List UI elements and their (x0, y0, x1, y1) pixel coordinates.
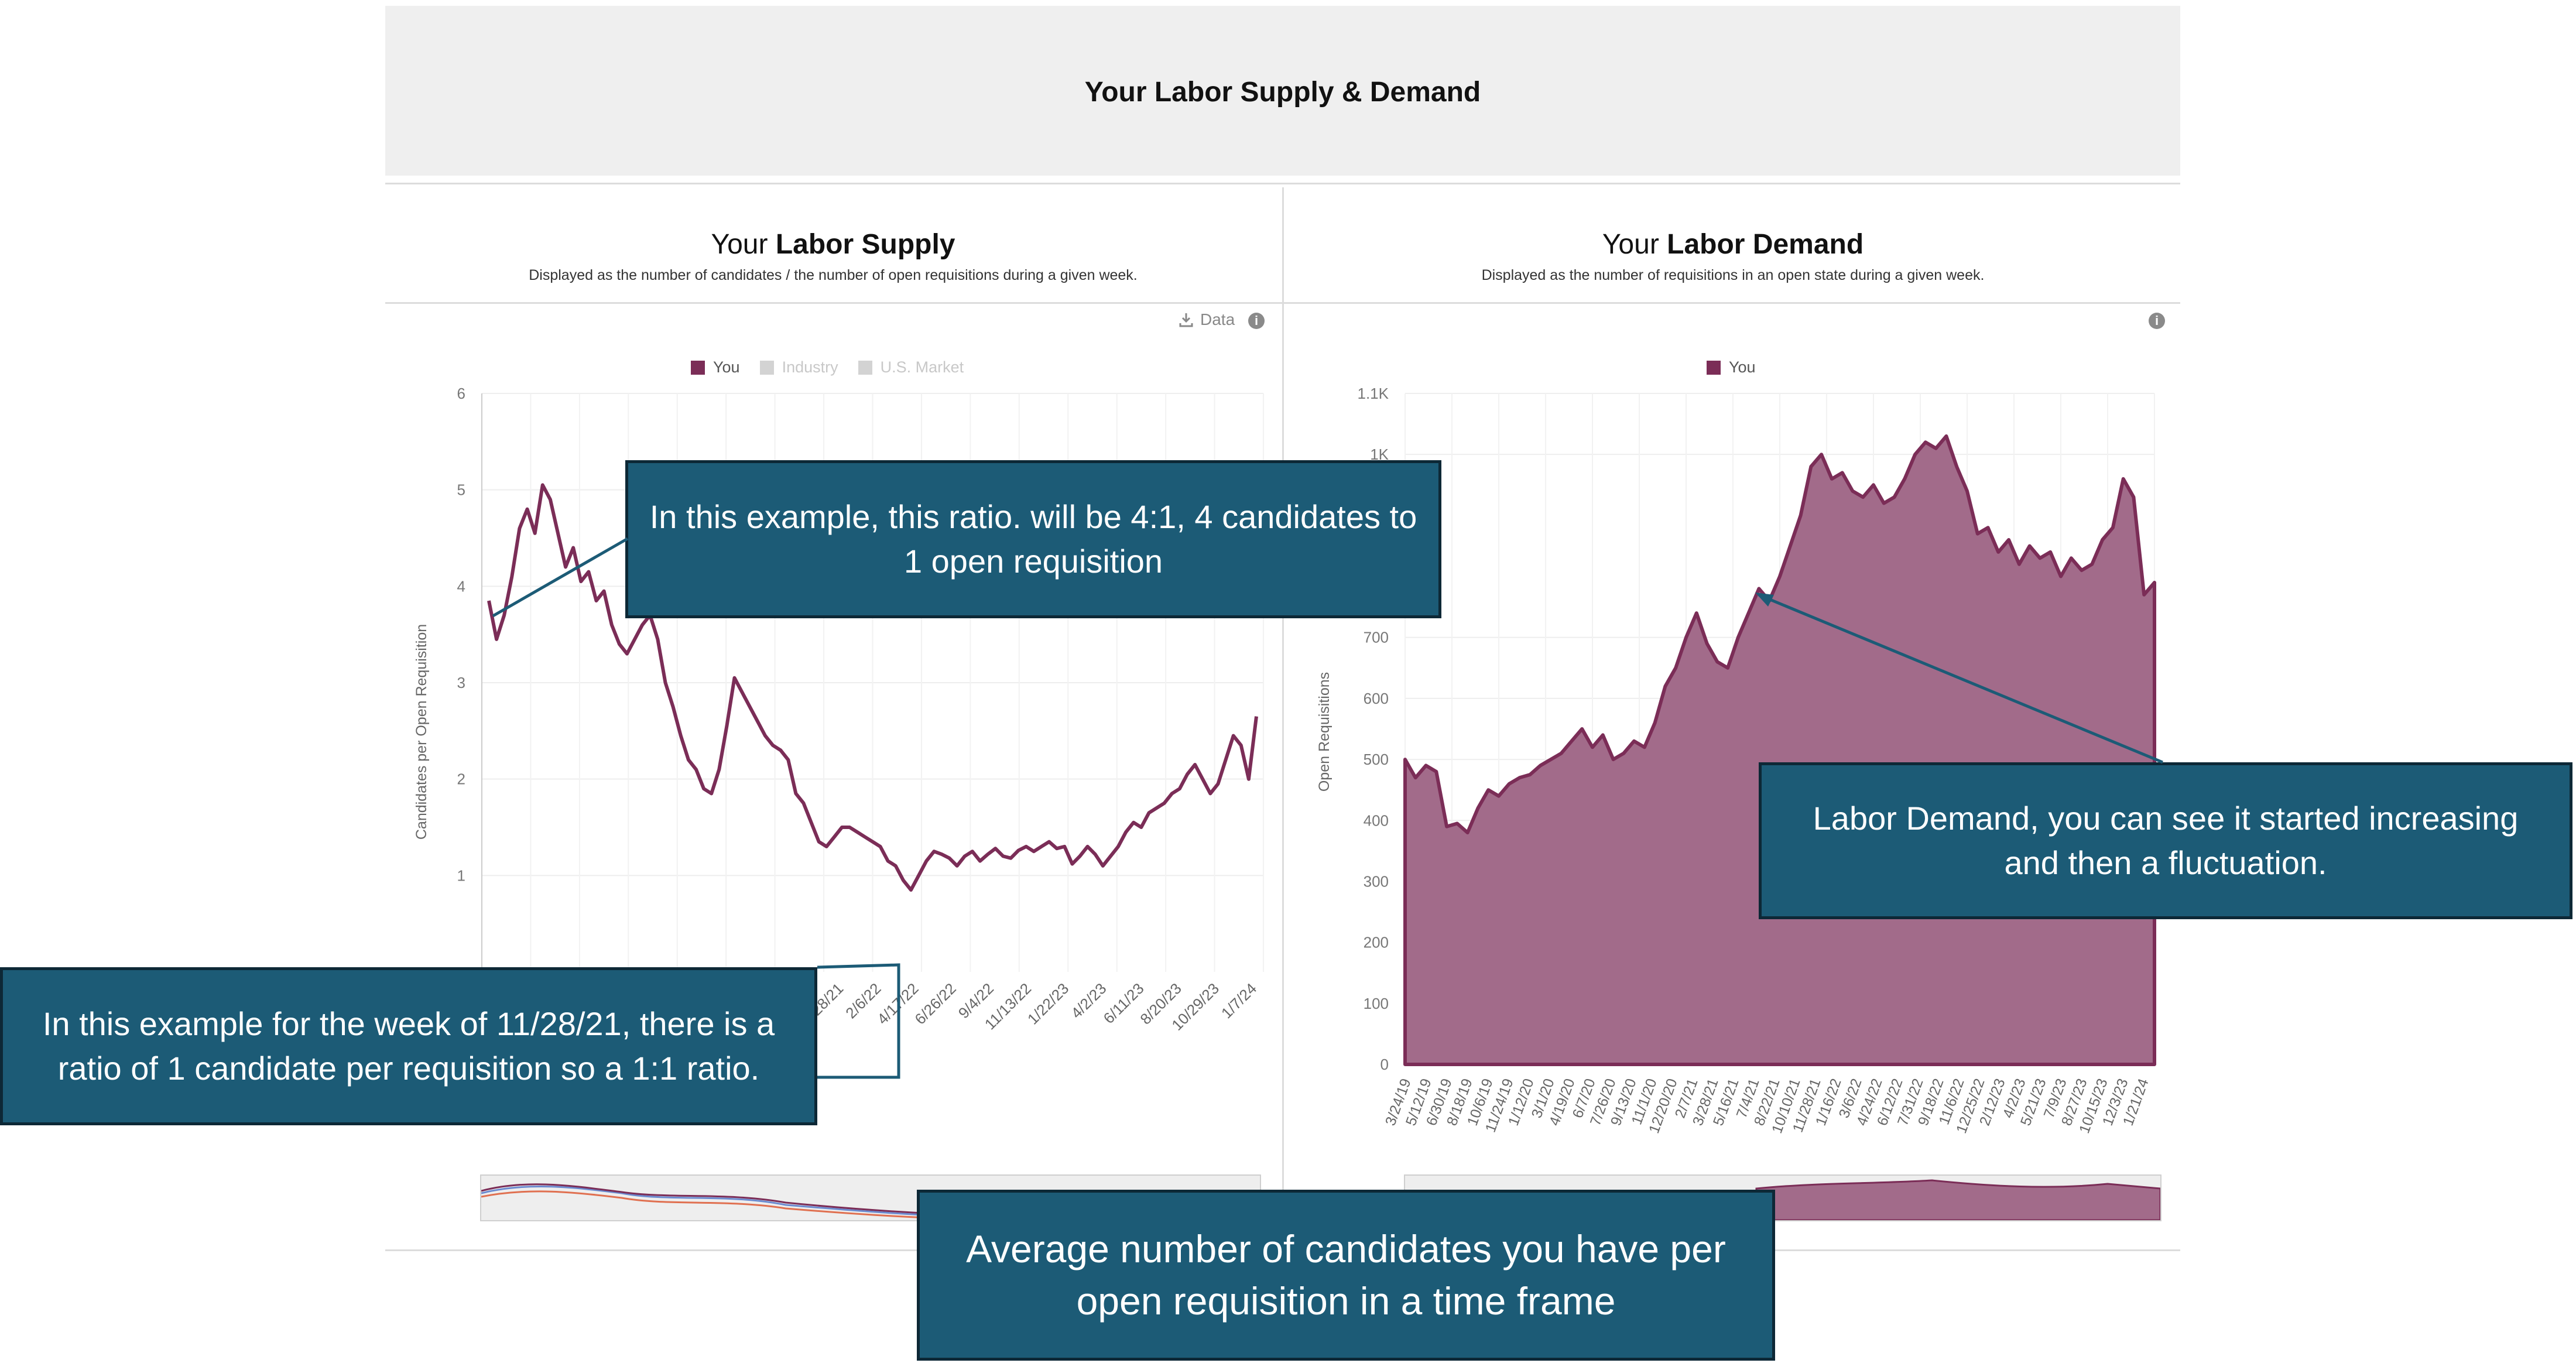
supply-panel-subtitle: Displayed as the number of candidates / … (529, 267, 1138, 283)
header-divider (385, 183, 2180, 184)
data-button-label: Data (1200, 310, 1235, 328)
supply-line-you (487, 483, 1258, 892)
demand-panel-title: Your Labor Demand (1285, 228, 2181, 261)
supply-info-icon[interactable]: i (1248, 313, 1265, 329)
y-tick-label: 300 (1364, 872, 1389, 890)
y-tick-label: 600 (1364, 690, 1389, 707)
supply-navigator-lines (481, 1183, 1009, 1221)
supply-legend: You Industry U.S. Market (691, 358, 964, 376)
callout-demand-note: Labor Demand, you can see it started inc… (1759, 762, 2572, 919)
demand-y-axis-label: Open Requisitions (1316, 672, 1332, 792)
demand-title-bold: Labor Demand (1667, 229, 1864, 260)
y-tick-label: 1.1K (1358, 385, 1389, 402)
leader-demand (1758, 593, 2163, 764)
leader-ratio (492, 537, 629, 618)
legend-industry[interactable]: Industry (782, 358, 838, 376)
supply-y-axis-label: Candidates per Open Requisition (413, 624, 430, 840)
y-tick-label: 1 (457, 867, 465, 884)
legend-you[interactable]: You (1729, 358, 1756, 376)
y-tick-label: 100 (1364, 995, 1389, 1012)
leader-demand-arrowhead (1755, 593, 1774, 607)
y-tick-label: 200 (1364, 934, 1389, 951)
legend-swatch-us-market (858, 360, 872, 375)
callout-average-note: Average number of candidates you have pe… (917, 1190, 1775, 1361)
demand-info-icon[interactable]: i (2149, 313, 2165, 329)
demand-title-prefix: Your (1602, 229, 1667, 260)
legend-swatch-you (691, 360, 705, 375)
legend-us-market[interactable]: U.S. Market (880, 358, 964, 376)
callout-week-example: In this example for the week of 11/28/21… (0, 967, 817, 1125)
y-tick-label: 700 (1364, 629, 1389, 646)
y-tick-label: 500 (1364, 751, 1389, 768)
data-download-button[interactable]: Data (1178, 310, 1235, 329)
y-tick-label: 6 (457, 385, 465, 402)
callout-ratio-example: In this example, this ratio. will be 4:1… (625, 460, 1441, 618)
supply-y-ticks: 1 2 3 4 5 6 (457, 385, 465, 884)
panel-header-divider (385, 302, 2180, 304)
leader-week (817, 963, 900, 1079)
supply-title-bold: Labor Supply (775, 229, 955, 260)
legend-swatch-you (1707, 360, 1721, 375)
page-title: Your Labor Supply & Demand (1084, 77, 1481, 108)
y-tick-label: 3 (457, 674, 465, 691)
demand-panel-subtitle: Displayed as the number of requisitions … (1481, 267, 1985, 283)
y-tick-label: 400 (1364, 811, 1389, 829)
supply-title-prefix: Your (711, 229, 776, 260)
legend-you[interactable]: You (713, 358, 740, 376)
download-icon (1179, 313, 1193, 327)
supply-panel-title: Your Labor Supply (385, 228, 1281, 261)
demand-legend: You (1707, 358, 1756, 376)
legend-swatch-industry (759, 360, 774, 375)
y-tick-label: 4 (457, 577, 465, 595)
demand-navigator-area (1755, 1179, 2161, 1221)
header-band (385, 6, 2180, 176)
y-tick-label: 2 (457, 770, 465, 788)
panel-divider (1282, 187, 1284, 1253)
y-tick-label: 0 (1381, 1056, 1389, 1073)
y-tick-label: 5 (457, 481, 465, 499)
